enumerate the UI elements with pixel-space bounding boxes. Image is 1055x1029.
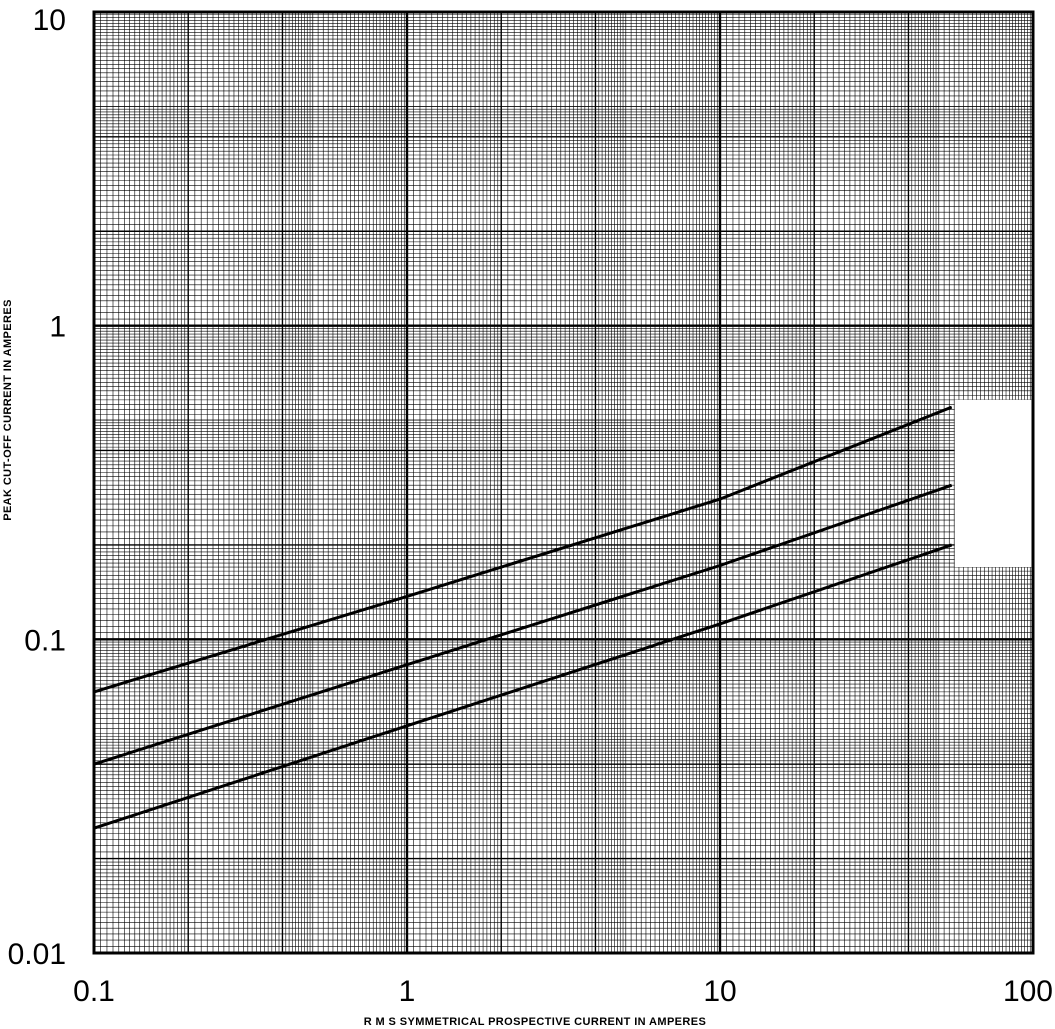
major-grid [92, 10, 1035, 955]
y-axis-title: PEAK CUT-OFF CURRENT IN AMPERES [2, 299, 14, 521]
x-tick-label: 100 [1003, 975, 1053, 1008]
minor-grid [94, 11, 1034, 953]
y-tick-label: 1 [49, 311, 66, 344]
y-tick-label: 0.1 [24, 624, 66, 657]
x-tick-label: 10 [703, 975, 736, 1008]
series-line-2 [93, 483, 953, 766]
chart-notch [954, 399, 1055, 568]
x-tick-label: 1 [399, 975, 416, 1008]
series-line-1 [93, 405, 953, 694]
plot-frame [92, 10, 1035, 955]
series-layer [93, 405, 953, 830]
x-tick-labels: 0.1 1 10 100 [73, 975, 1053, 1008]
y-tick-label: 0.01 [8, 938, 66, 971]
x-tick-label: 0.1 [73, 975, 115, 1008]
y-tick-labels: 0.01 0.1 1 10 [8, 4, 66, 971]
x-axis-title: R M S SYMMETRICAL PROSPECTIVE CURRENT IN… [364, 1016, 707, 1028]
series-line-3 [93, 543, 953, 830]
y-tick-label: 10 [33, 4, 66, 37]
